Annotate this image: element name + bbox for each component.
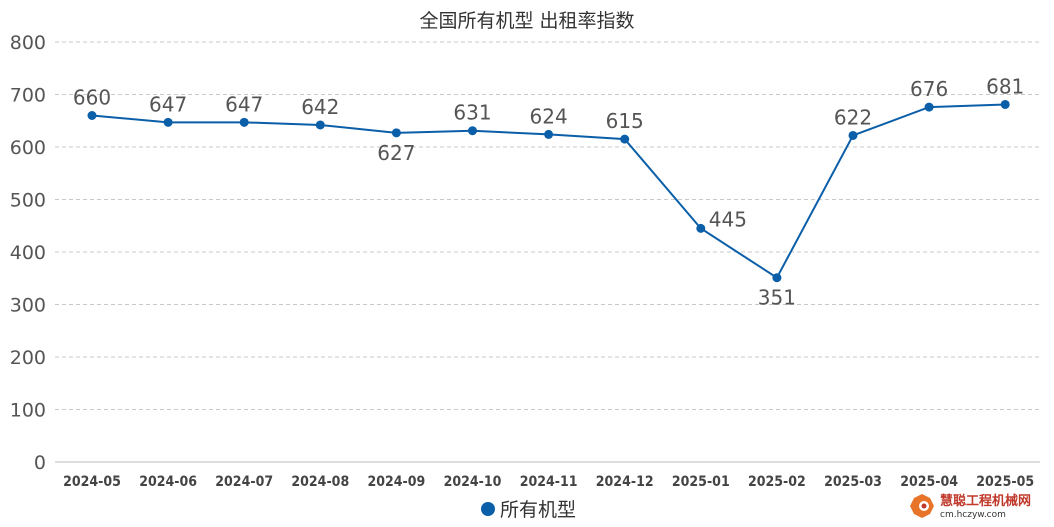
data-point xyxy=(924,102,934,112)
data-label: 676 xyxy=(910,77,948,101)
data-label: 681 xyxy=(986,74,1024,98)
data-labels: 660 647 647 642 627 631 624 615 445 351 622 676 681 xyxy=(73,74,1024,309)
data-point xyxy=(239,117,249,127)
y-tick-label: 0 xyxy=(34,452,46,474)
x-tick-label: 2025-05 xyxy=(976,474,1034,490)
y-tick-label: 500 xyxy=(10,190,46,212)
data-point xyxy=(1000,99,1010,109)
y-tick-label: 700 xyxy=(10,85,46,107)
data-label: 647 xyxy=(149,92,187,116)
gridlines xyxy=(55,41,1040,463)
x-tick-label: 2025-01 xyxy=(672,474,730,490)
data-label: 627 xyxy=(377,141,415,165)
x-tick-label: 2025-03 xyxy=(824,474,882,490)
data-label: 351 xyxy=(758,286,796,310)
x-tick-label: 2024-10 xyxy=(444,474,502,490)
x-tick-label: 2024-09 xyxy=(367,474,425,490)
data-label: 622 xyxy=(834,105,872,129)
watermark-url: cm.hczyw.com xyxy=(940,510,1006,520)
y-tick-label: 600 xyxy=(10,137,46,159)
x-tick-label: 2024-07 xyxy=(215,474,273,490)
data-point xyxy=(696,223,706,233)
legend-label: 所有机型 xyxy=(500,499,576,521)
x-tick-label: 2024-06 xyxy=(139,474,197,490)
y-tick-label: 200 xyxy=(10,347,46,369)
data-label: 445 xyxy=(709,207,747,231)
y-axis: 0 100 200 300 400 500 600 700 800 xyxy=(10,32,46,474)
y-tick-label: 300 xyxy=(10,295,46,317)
x-tick-label: 2024-08 xyxy=(291,474,349,490)
data-label: 615 xyxy=(606,109,644,133)
x-tick-label: 2024-11 xyxy=(520,474,578,490)
x-tick-label: 2024-12 xyxy=(596,474,654,490)
data-label: 624 xyxy=(530,104,568,128)
y-tick-label: 400 xyxy=(10,242,46,264)
y-tick-label: 100 xyxy=(10,400,46,422)
legend: 所有机型 xyxy=(481,499,576,521)
data-label: 647 xyxy=(225,92,263,116)
data-point xyxy=(544,129,554,139)
data-point xyxy=(468,126,477,136)
data-point xyxy=(848,130,858,140)
legend-marker xyxy=(481,502,495,516)
x-tick-label: 2025-04 xyxy=(900,474,958,490)
y-tick-label: 800 xyxy=(10,32,46,54)
watermark-name: 慧聪工程机械网 xyxy=(940,493,1031,509)
data-label: 631 xyxy=(453,101,491,125)
x-tick-label: 2024-05 xyxy=(63,474,121,490)
data-label: 642 xyxy=(301,95,339,119)
x-axis: 2024-05 2024-06 2024-07 2024-08 2024-09 2024-… xyxy=(63,474,1034,490)
watermark: 慧聪工程机械网 cm.hczyw.com xyxy=(910,493,1031,520)
data-point xyxy=(620,134,630,144)
x-tick-label: 2025-02 xyxy=(748,474,806,490)
data-point xyxy=(87,111,97,120)
chart-title: 全国所有机型 出租率指数 xyxy=(419,10,634,32)
data-point xyxy=(315,120,325,130)
data-point xyxy=(772,273,782,283)
series xyxy=(87,99,1010,283)
data-label: 660 xyxy=(73,86,111,110)
data-point xyxy=(163,117,173,127)
data-point xyxy=(391,128,401,138)
watermark-logo-icon xyxy=(910,494,934,518)
